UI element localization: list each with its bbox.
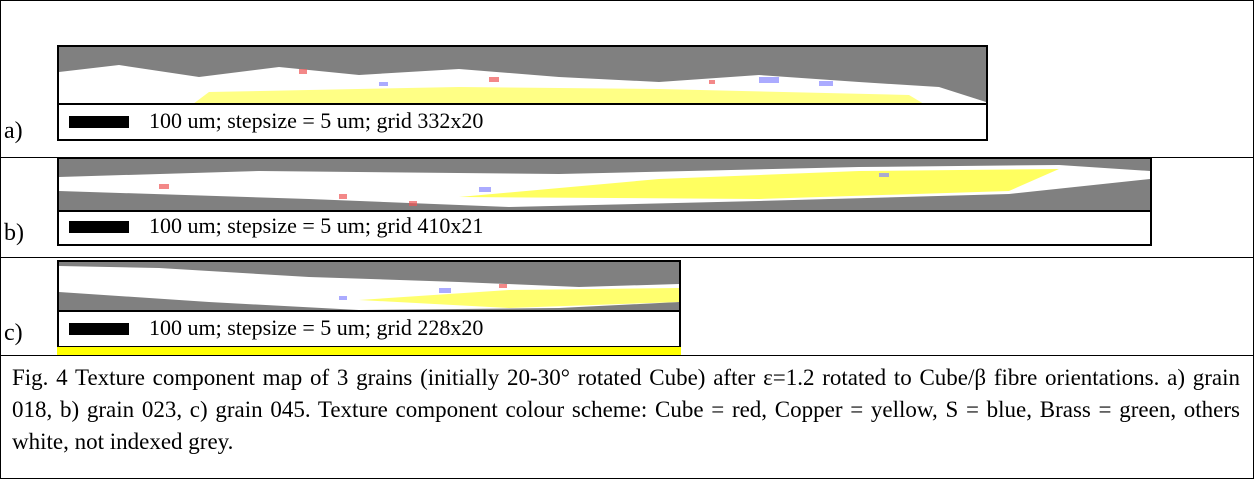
figure-caption: Fig. 4 Texture component map of 3 grains… xyxy=(12,365,1240,454)
map-panel: 100 um; stepsize = 5 um; grid 228x20 xyxy=(57,260,681,348)
highlight-strip xyxy=(57,347,681,355)
scale-bar-row: 100 um; stepsize = 5 um; grid 228x20 xyxy=(59,310,679,346)
texture-map xyxy=(59,262,679,314)
scale-bar xyxy=(69,221,129,233)
texture-map xyxy=(59,47,986,107)
row-divider xyxy=(0,355,1254,356)
map-panel: 100 um; stepsize = 5 um; grid 410x21 xyxy=(57,157,1152,246)
panel-label: a) xyxy=(4,118,23,144)
panel-label: b) xyxy=(4,220,24,246)
scale-bar xyxy=(69,116,129,128)
scale-caption: 100 um; stepsize = 5 um; grid 228x20 xyxy=(149,315,484,340)
row-divider xyxy=(0,257,1254,258)
scale-caption: 100 um; stepsize = 5 um; grid 410x21 xyxy=(149,213,484,238)
scale-caption: 100 um; stepsize = 5 um; grid 332x20 xyxy=(149,108,484,133)
scale-bar xyxy=(69,323,129,335)
texture-map xyxy=(59,159,1150,214)
scale-bar-row: 100 um; stepsize = 5 um; grid 332x20 xyxy=(59,103,986,139)
scale-bar-row: 100 um; stepsize = 5 um; grid 410x21 xyxy=(59,210,1150,244)
panel-label: c) xyxy=(4,320,23,346)
map-panel: 100 um; stepsize = 5 um; grid 332x20 xyxy=(57,45,988,141)
